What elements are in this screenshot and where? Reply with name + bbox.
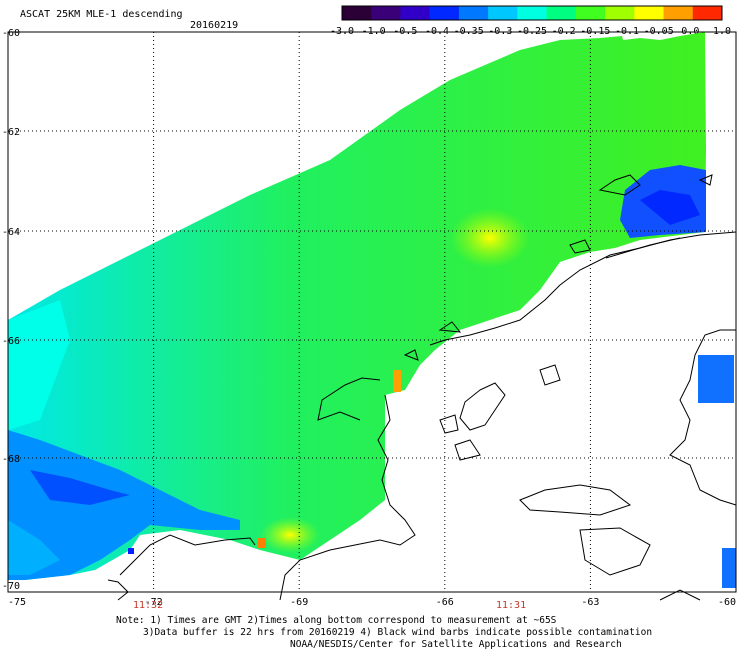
y-tick-label: -62 — [2, 127, 20, 138]
colorbar-swatch — [429, 6, 460, 20]
colorbar-swatch — [634, 6, 665, 20]
colorbar-swatch — [692, 6, 723, 20]
colorbar-swatch — [371, 6, 401, 20]
x-tick-label: -75 — [8, 597, 26, 608]
y-tick-label: -70 — [2, 581, 20, 592]
coastline — [107, 174, 737, 601]
map-title: ASCAT 25KM MLE-1 descending — [20, 9, 183, 20]
x-tick-label: -63 — [581, 597, 599, 608]
y-tick-label: -64 — [2, 227, 20, 238]
x-tick-label: -60 — [718, 597, 736, 608]
note-line-2: 3)Data buffer is 22 hrs from 20160219 4)… — [143, 627, 653, 638]
time-label-left: 11:32 — [133, 600, 164, 611]
colorbar-swatch — [458, 6, 489, 20]
map-date: 20160219 — [190, 20, 239, 31]
colorbar-swatch — [488, 6, 518, 20]
y-tick-label: -60 — [2, 28, 20, 39]
note-line-3: NOAA/NESDIS/Center for Satellite Applica… — [290, 639, 622, 650]
x-tick-label: -69 — [290, 597, 308, 608]
x-tick-label: -72 — [145, 597, 163, 608]
colorbar-swatch — [342, 6, 372, 20]
time-label-right: 11:31 — [496, 600, 527, 611]
colorbar-swatch — [663, 6, 694, 20]
colorbar-swatch — [517, 6, 548, 20]
y-tick-label: -68 — [2, 454, 20, 465]
colorbar-swatch — [400, 6, 431, 20]
data-swath — [8, 32, 736, 588]
colorbar-swatch — [575, 6, 606, 20]
note-line-1: Note: 1) Times are GMT 2)Times along bot… — [116, 615, 557, 626]
y-tick-label: -66 — [2, 336, 20, 347]
x-tick-label: -66 — [436, 597, 454, 608]
colorbar-swatch — [546, 6, 577, 20]
colorbar-swatch — [605, 6, 635, 20]
